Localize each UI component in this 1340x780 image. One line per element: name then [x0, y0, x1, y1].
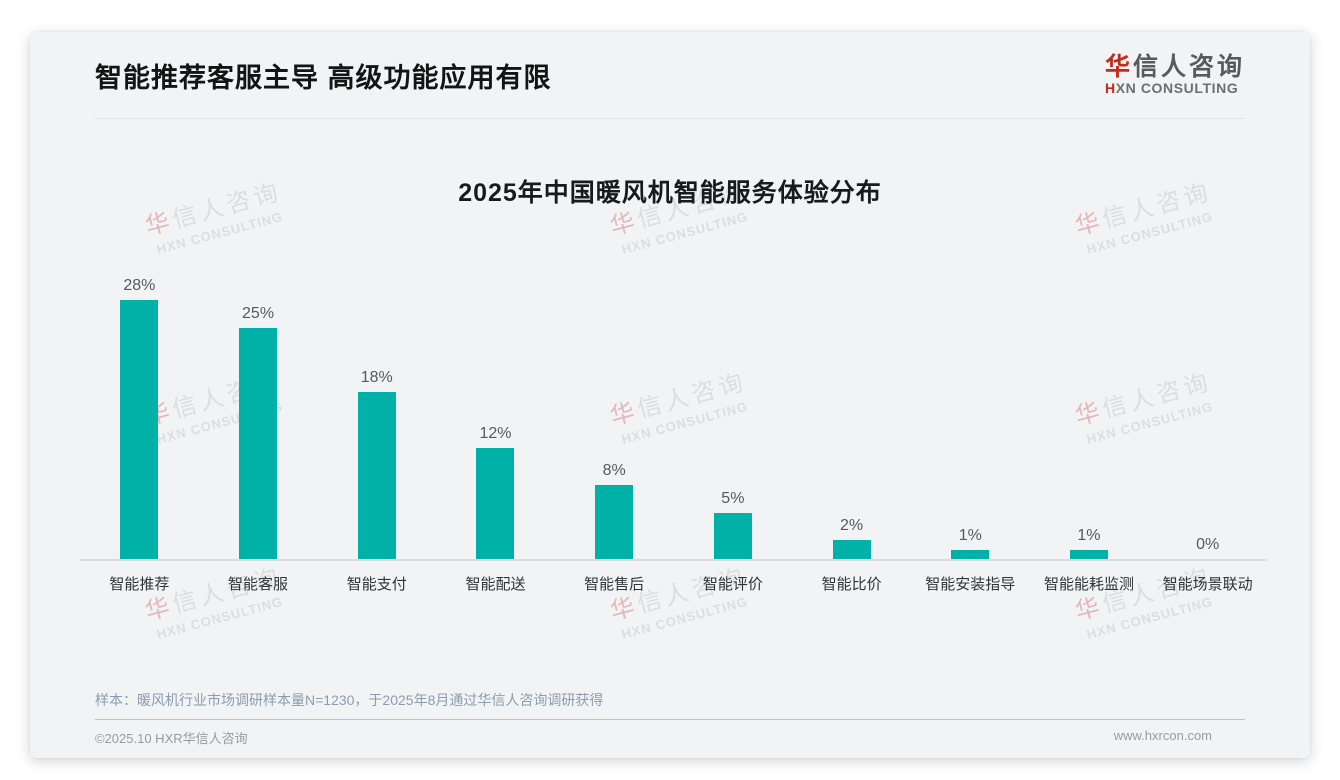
bar-column: 5%	[674, 490, 793, 559]
bar	[832, 540, 871, 559]
logo-english-name: HXN CONSULTING	[1104, 80, 1245, 97]
x-axis-label: 智能推荐	[109, 576, 170, 593]
footer-divider	[95, 719, 1245, 720]
x-axis-label: 智能配送	[465, 576, 526, 593]
x-axis-label: 智能售后	[584, 576, 645, 593]
bar-value-label: 2%	[840, 517, 864, 534]
bar-value-label: 8%	[602, 462, 626, 479]
x-axis-label: 智能支付	[346, 576, 407, 593]
company-logo: 华信人咨询 HXN CONSULTING	[1104, 52, 1245, 97]
bar-value-label: 5%	[721, 490, 745, 507]
bar-column: 0%	[1148, 536, 1267, 559]
bar-value-label: 0%	[1196, 536, 1220, 553]
bar-column: 18%	[317, 369, 436, 559]
x-axis-label: 智能安装指导	[925, 576, 1016, 593]
report-card: 华信人咨询 HXN CONSULTING 华信人咨询 HXN CONSULTING 华信…	[30, 32, 1310, 758]
copyright-text: ©2025.10 HXR华信人咨询	[95, 731, 248, 746]
x-axis-label: 智能客服	[228, 576, 289, 593]
bar-column: 1%	[1030, 527, 1149, 559]
bar-value-label: 1%	[1077, 527, 1101, 544]
x-axis-labels: 智能推荐 智能客服 智能支付 智能配送 智能售后 智能评价 智能比价 智能安装指导 智能能耗监测…	[80, 573, 1267, 594]
bar	[357, 392, 396, 559]
logo-red-char: 华	[1104, 52, 1133, 81]
bar-value-label: 28%	[123, 277, 156, 294]
bar	[713, 513, 752, 559]
bar	[239, 328, 278, 559]
x-axis-label: 智能评价	[702, 576, 763, 593]
bar-column: 12%	[436, 425, 555, 559]
bar-column: 28%	[80, 277, 199, 559]
x-axis-label: 智能场景联动	[1162, 576, 1253, 593]
website-text: www.hxrcon.com	[1113, 728, 1212, 743]
footer: ©2025.10 HXR华信人咨询 www.hxrcon.com	[95, 728, 1212, 747]
logo-gray-chars: 信人咨询	[1132, 52, 1245, 81]
chart-title: 2025年中国暖风机智能服务体验分布	[458, 179, 882, 207]
bar-value-label: 25%	[242, 305, 275, 322]
bar-column: 25%	[199, 305, 318, 559]
logo-red-letter: H	[1104, 80, 1116, 97]
logo-chinese-name: 华信人咨询	[1104, 52, 1245, 82]
bar-chart: 28% 25% 18% 12% 8% 5% 2% 1% 1% 0%	[80, 223, 1267, 561]
bar	[1069, 550, 1108, 559]
bar-column: 1%	[911, 527, 1030, 559]
header: 智能推荐客服主导 高级功能应用有限 华信人咨询 HXN CONSULTING	[30, 32, 1310, 118]
header-divider	[95, 118, 1245, 119]
bar-value-label: 1%	[958, 527, 982, 544]
x-axis-label: 智能能耗监测	[1043, 576, 1134, 593]
bar-column: 2%	[792, 517, 911, 559]
bar-value-label: 18%	[360, 369, 393, 386]
bar-value-label: 12%	[479, 425, 512, 442]
bar	[595, 485, 634, 559]
page-title: 智能推荐客服主导 高级功能应用有限	[95, 62, 552, 93]
bar	[951, 550, 990, 559]
bar	[120, 300, 159, 559]
bar-column: 8%	[555, 462, 674, 559]
bar	[476, 448, 515, 559]
x-axis-label: 智能比价	[821, 576, 882, 593]
logo-gray-letters: XN CONSULTING	[1115, 80, 1239, 97]
sample-note: 样本：暖风机行业市场调研样本量N=1230，于2025年8月通过华信人咨询调研获…	[95, 692, 604, 708]
